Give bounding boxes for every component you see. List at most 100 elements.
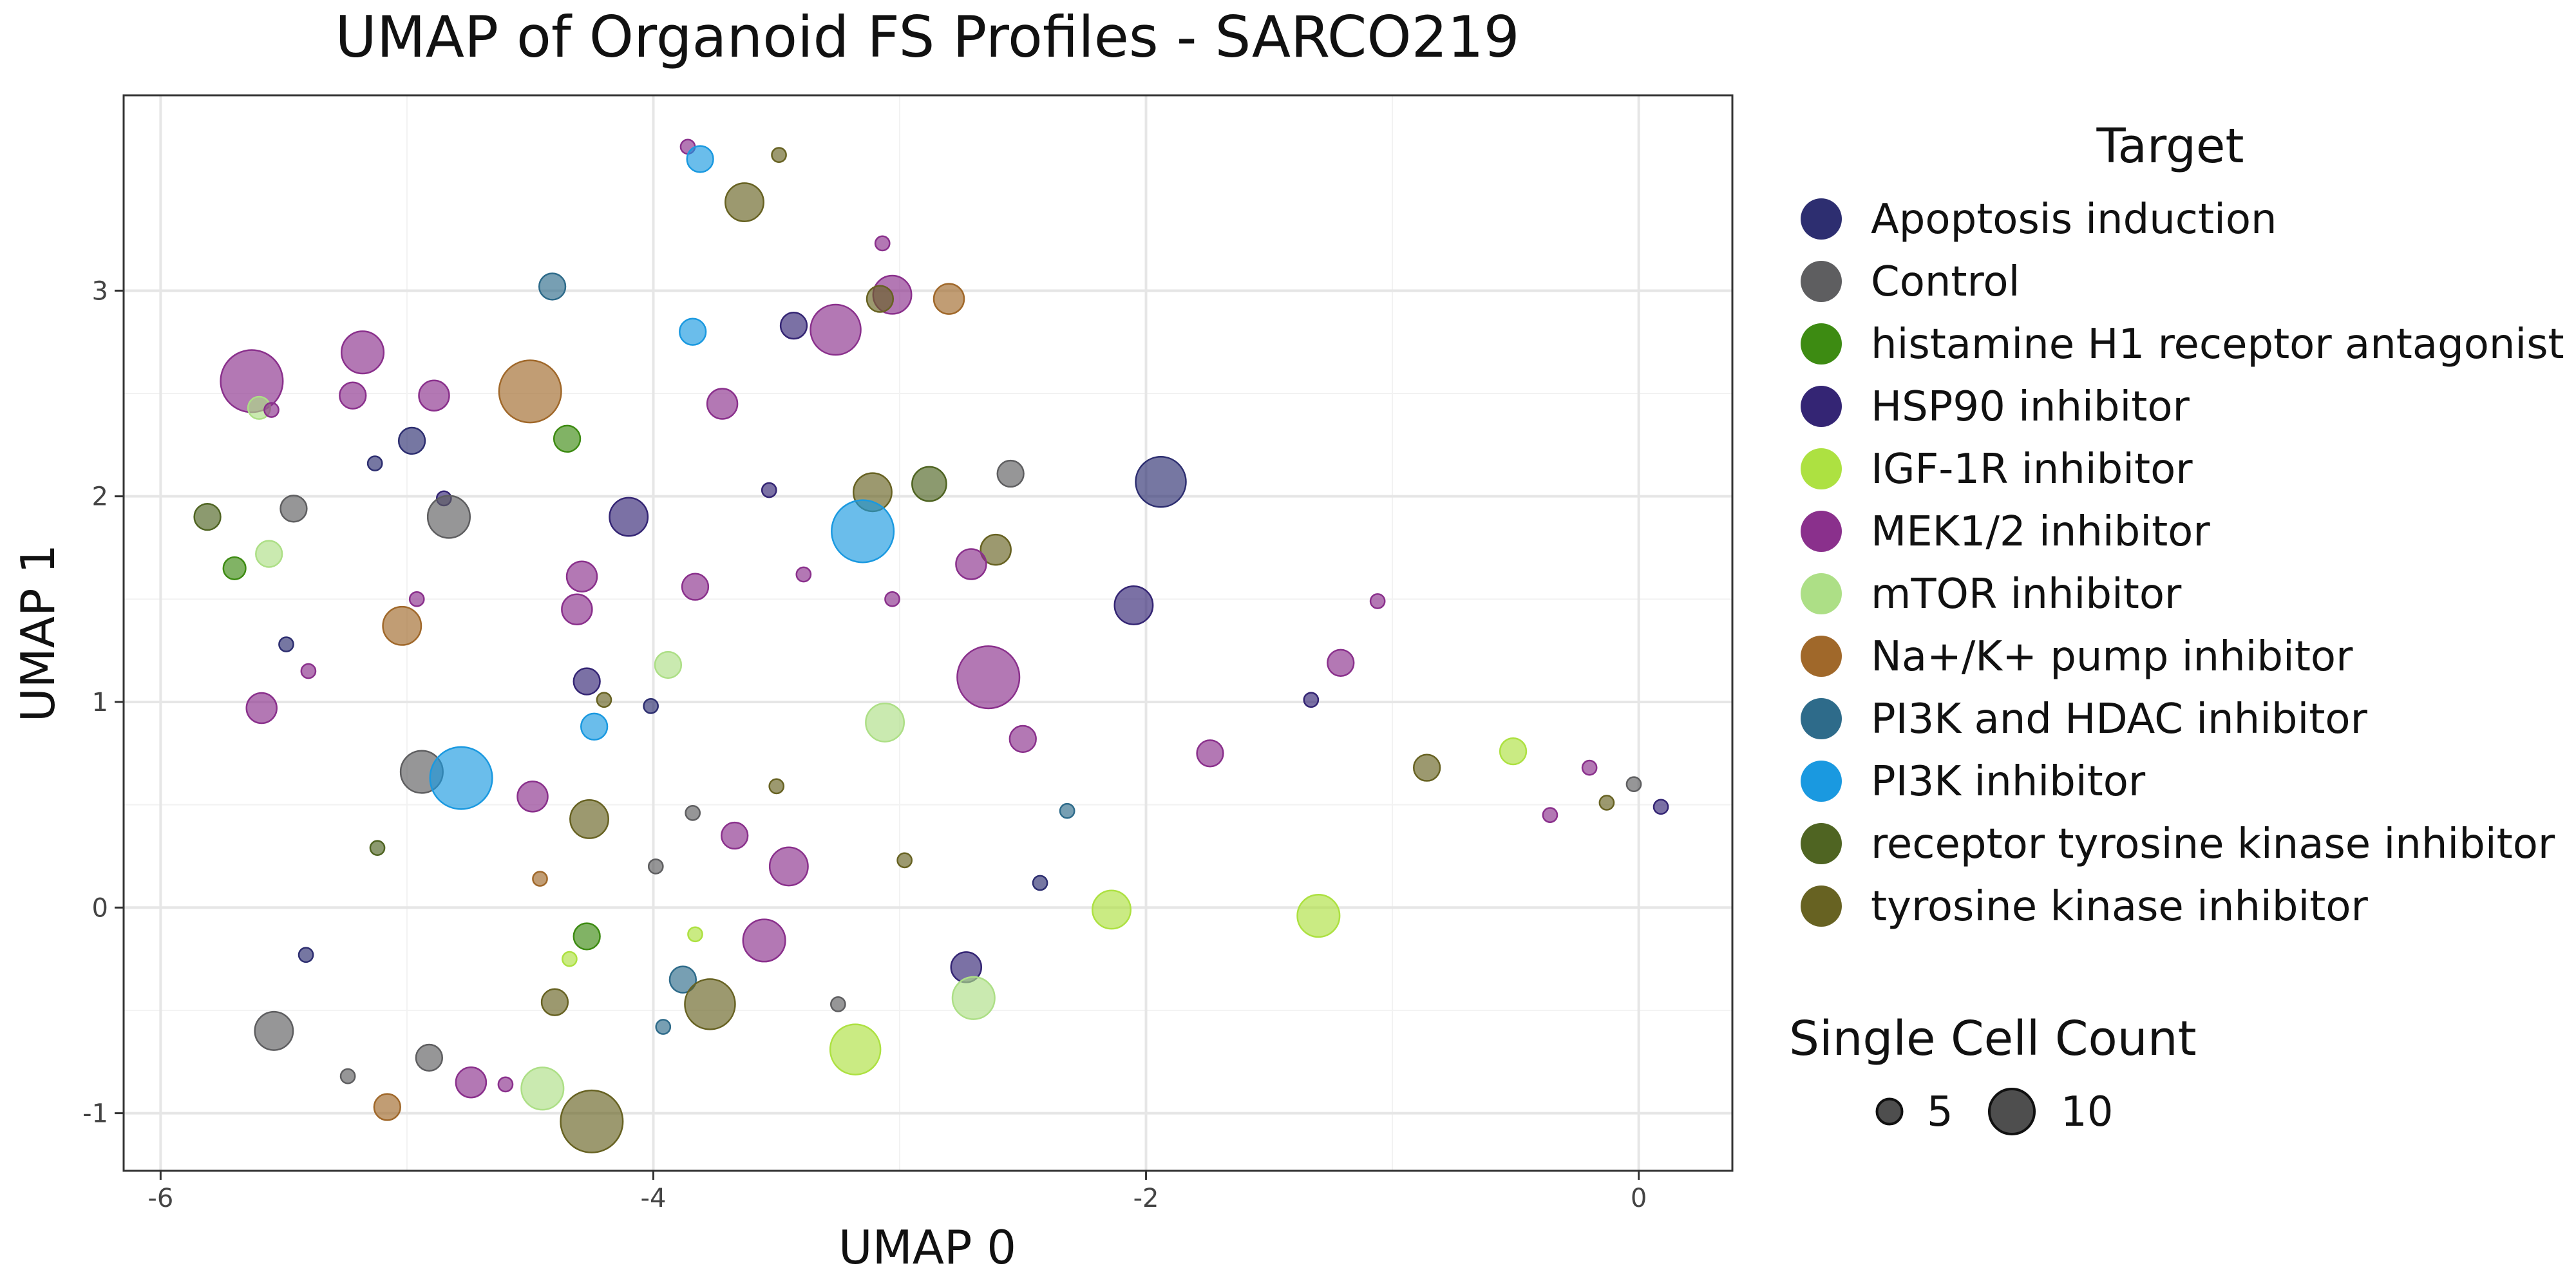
legend-label: Control xyxy=(1871,258,2020,306)
scatter-point xyxy=(684,978,736,1030)
legend-swatch xyxy=(1801,636,1842,677)
chart-title: UMAP of Organoid FS Profiles - SARCO219 xyxy=(335,4,1519,70)
scatter-point xyxy=(426,495,471,539)
scatter-point xyxy=(560,1089,624,1153)
scatter-point xyxy=(1499,737,1528,766)
scatter-point xyxy=(771,147,787,163)
legend-item: MEK1/2 inhibitor xyxy=(1801,508,2210,556)
scatter-point xyxy=(596,692,612,708)
scatter-point xyxy=(498,359,562,424)
size-legend-title: Single Cell Count xyxy=(1789,1011,2197,1066)
legend-swatch xyxy=(1801,261,1842,302)
legend-swatch xyxy=(1801,198,1842,240)
scatter-points xyxy=(193,138,1669,1153)
scatter-point xyxy=(795,566,812,583)
scatter-point xyxy=(956,645,1021,710)
legend-swatch xyxy=(1801,511,1842,552)
legend-swatch xyxy=(1801,886,1842,927)
scatter-point xyxy=(955,548,987,580)
scatter-point xyxy=(721,821,749,850)
scatter-point xyxy=(298,947,314,963)
scatter-point xyxy=(1059,802,1075,819)
scatter-point xyxy=(553,424,582,453)
legend-item: PI3K inhibitor xyxy=(1801,758,2146,806)
scatter-point xyxy=(742,918,786,963)
x-axis-title: UMAP 0 xyxy=(838,1220,1016,1274)
scatter-point xyxy=(779,311,808,340)
grid-minor xyxy=(124,95,1732,1171)
legend-label: MEK1/2 inhibitor xyxy=(1871,508,2210,556)
scatter-point xyxy=(1542,807,1558,823)
legend-swatch xyxy=(1801,573,1842,614)
scatter-point xyxy=(706,388,739,420)
scatter-point xyxy=(538,272,567,301)
size-legend-label: 5 xyxy=(1927,1088,1953,1136)
legend-item: HSP90 inhibitor xyxy=(1801,383,2190,431)
scatter-point xyxy=(655,1019,672,1035)
scatter-point xyxy=(884,591,900,607)
y-tick-label: 2 xyxy=(92,482,108,512)
scatter-point xyxy=(569,799,609,839)
scatter-point xyxy=(300,663,317,679)
y-tick-label: 1 xyxy=(92,688,108,717)
legend-item: Control xyxy=(1801,258,2020,306)
scatter-point xyxy=(609,497,649,537)
scatter-point xyxy=(1653,799,1669,815)
scatter-point xyxy=(1303,692,1320,708)
scatter-point xyxy=(339,381,367,410)
scatter-point xyxy=(761,482,777,498)
size-legend-item: 5 xyxy=(1875,1088,1953,1136)
scatter-point xyxy=(382,605,422,646)
x-tick-label: -4 xyxy=(641,1184,667,1213)
scatter-point xyxy=(1412,753,1441,782)
y-axis-title: UMAP 1 xyxy=(11,544,65,722)
x-tick-label: -6 xyxy=(147,1184,173,1213)
legend-swatch xyxy=(1801,823,1842,864)
scatter-point xyxy=(255,540,283,568)
scatter-point xyxy=(810,303,862,356)
legend-item: histamine H1 receptor antagonist xyxy=(1801,321,2564,368)
scatter-point xyxy=(580,712,609,741)
scatter-point xyxy=(768,778,785,795)
scatter-point xyxy=(222,556,247,580)
scatter-point xyxy=(768,846,809,887)
y-tick-label: 3 xyxy=(92,276,108,306)
scatter-point xyxy=(865,702,905,743)
scatter-point xyxy=(408,591,425,607)
scatter-point xyxy=(668,965,697,994)
scatter-point xyxy=(831,499,895,564)
scatter-point xyxy=(996,459,1025,488)
scatter-point xyxy=(830,996,846,1012)
scatter-point xyxy=(562,951,578,967)
scatter-point xyxy=(724,182,764,222)
scatter-point xyxy=(279,495,308,523)
scatter-point xyxy=(1598,795,1615,811)
scatter-point xyxy=(1327,649,1355,677)
size-legend: 5 10 xyxy=(1875,1088,2113,1136)
scatter-point xyxy=(254,1010,294,1051)
scatter-point xyxy=(540,988,569,1016)
scatter-point xyxy=(278,636,294,652)
scatter-point xyxy=(263,402,279,418)
size-legend-swatch xyxy=(1988,1088,2036,1135)
scatter-point xyxy=(418,379,450,412)
scatter-point xyxy=(455,1066,488,1099)
scatter-point xyxy=(647,858,664,875)
legend-label: histamine H1 receptor antagonist xyxy=(1871,321,2564,368)
scatter-point xyxy=(1369,593,1386,609)
scatter-point xyxy=(1581,759,1598,776)
scatter-point xyxy=(951,976,996,1020)
scatter-point xyxy=(1625,776,1642,793)
scatter-point xyxy=(193,502,222,531)
legend-item: Apoptosis induction xyxy=(1801,196,2277,243)
x-axis-ticks: -6 -4 -2 0 xyxy=(147,1171,1647,1213)
scatter-point xyxy=(520,1066,565,1111)
legend-swatch xyxy=(1801,323,1842,365)
legend-swatch xyxy=(1801,698,1842,739)
scatter-point xyxy=(687,926,703,943)
scatter-point xyxy=(1196,739,1224,768)
scatter-point xyxy=(397,426,426,455)
plot-border xyxy=(122,94,1734,1172)
legend-label: Apoptosis induction xyxy=(1871,196,2277,243)
